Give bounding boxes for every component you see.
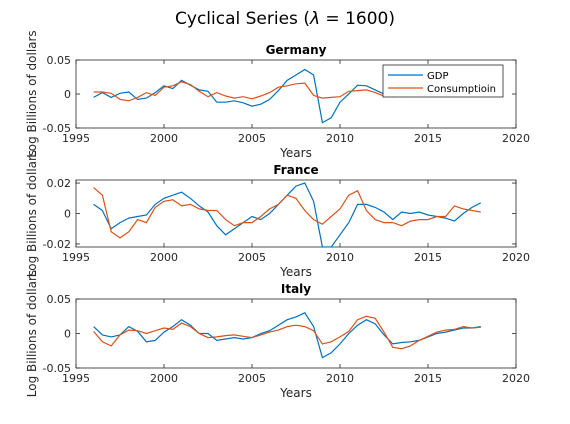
france-xtick-label: 1995	[62, 251, 90, 264]
france-plot-box	[75, 179, 517, 248]
legend-box	[382, 64, 504, 98]
italy-axes: Italy 1995 2000 2005 2010 2015 2020 -0.05 0 0.05 Y…	[25, 270, 530, 400]
germany-ylabel: Log Billions of dollars	[25, 30, 39, 157]
germany-ytick-label: -0.05	[43, 122, 71, 135]
france-ytick-label: 0	[64, 208, 71, 221]
france-xtick-label: 2010	[326, 251, 354, 264]
italy-xtick-label: 2005	[238, 372, 266, 385]
italy-ytick-label: -0.05	[43, 362, 71, 375]
france-ylabel: Log Billions of dollars	[25, 150, 39, 277]
italy-xtick-label: 2015	[414, 372, 442, 385]
germany-xtick-label: 2015	[414, 132, 442, 145]
germany-legend: GDP Consumptioin	[382, 64, 504, 98]
figure-title: Cyclical Series (λ = 1600)	[175, 9, 395, 29]
france-xtick-label: 2015	[414, 251, 442, 264]
germany-ytick-label: 0.05	[47, 54, 72, 67]
germany-xlabel: Years	[279, 146, 312, 160]
germany-xtick-label: 2005	[238, 132, 266, 145]
germany-xtick-label: 2020	[502, 132, 530, 145]
france-axes: France 1995 2000 2005 2010 2015 2020 -0.02 0 0.02…	[25, 150, 530, 279]
italy-ytick-label: 0.05	[47, 293, 72, 306]
france-ytick-label: 0.02	[47, 177, 72, 190]
germany-xtick-label: 1995	[62, 132, 90, 145]
france-series-consumption-line	[93, 187, 481, 239]
france-xtick-label: 2000	[150, 251, 178, 264]
legend-label-consumption: Consumptioin	[427, 84, 496, 95]
germany-xtick-label: 2000	[150, 132, 178, 145]
france-ytick-label: -0.02	[43, 238, 71, 251]
italy-series-consumption-line	[93, 315, 481, 350]
germany-axes: Germany 1995 2000 2005 2010 2015 2020 -0.05 0 0.0…	[25, 30, 530, 160]
italy-ylabel: Log Billions of dollars	[25, 270, 39, 397]
italy-ytick-label: 0	[64, 328, 71, 341]
france-xlabel: Years	[279, 265, 312, 279]
france-xtick-label: 2020	[502, 251, 530, 264]
france-title: France	[273, 163, 318, 177]
italy-series-gdp-line	[93, 312, 481, 359]
italy-plot-box	[75, 298, 517, 369]
germany-title: Germany	[266, 43, 327, 57]
legend-label-gdp: GDP	[427, 71, 448, 82]
italy-xtick-label: 2020	[502, 372, 530, 385]
italy-xlabel: Years	[279, 386, 312, 400]
germany-xtick-label: 2010	[326, 132, 354, 145]
italy-xtick-label: 2010	[326, 372, 354, 385]
france-xtick-label: 2005	[238, 251, 266, 264]
germany-ytick-label: 0	[64, 88, 71, 101]
italy-title: Italy	[281, 282, 311, 296]
italy-xtick-label: 1995	[62, 372, 90, 385]
italy-xtick-label: 2000	[150, 372, 178, 385]
